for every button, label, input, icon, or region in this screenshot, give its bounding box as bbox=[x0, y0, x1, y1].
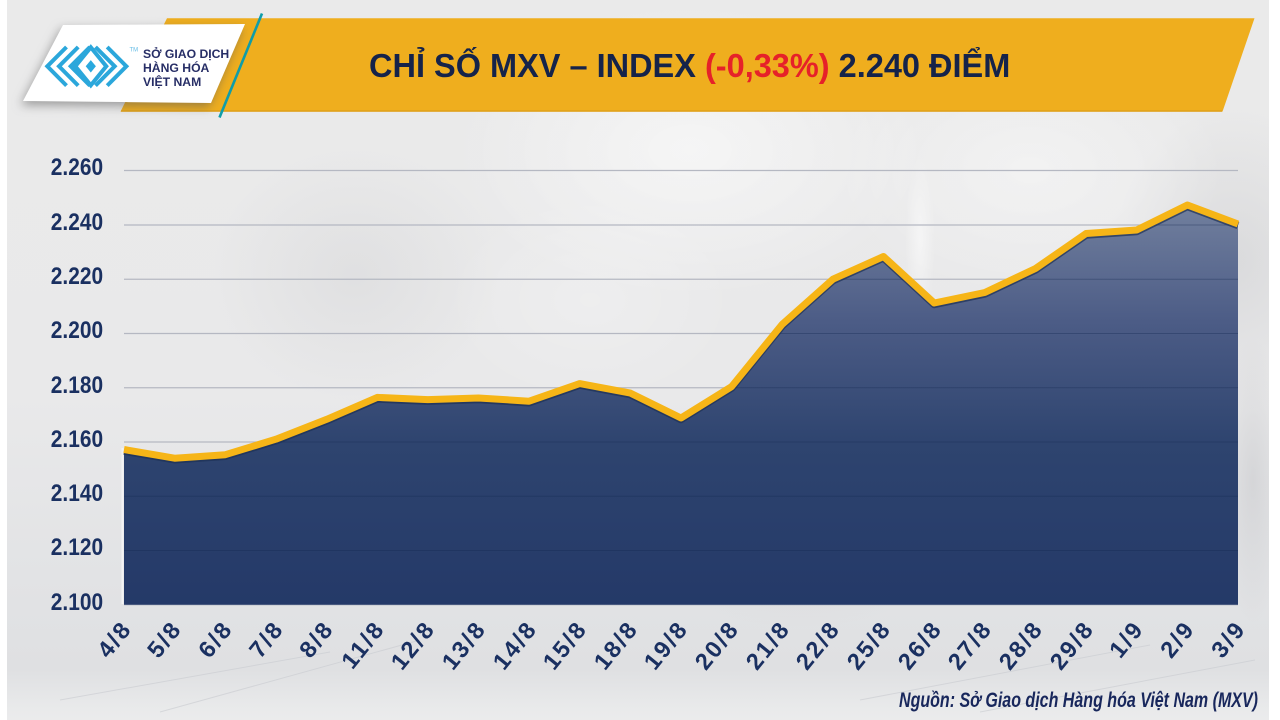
svg-text:TM: TM bbox=[130, 48, 139, 54]
